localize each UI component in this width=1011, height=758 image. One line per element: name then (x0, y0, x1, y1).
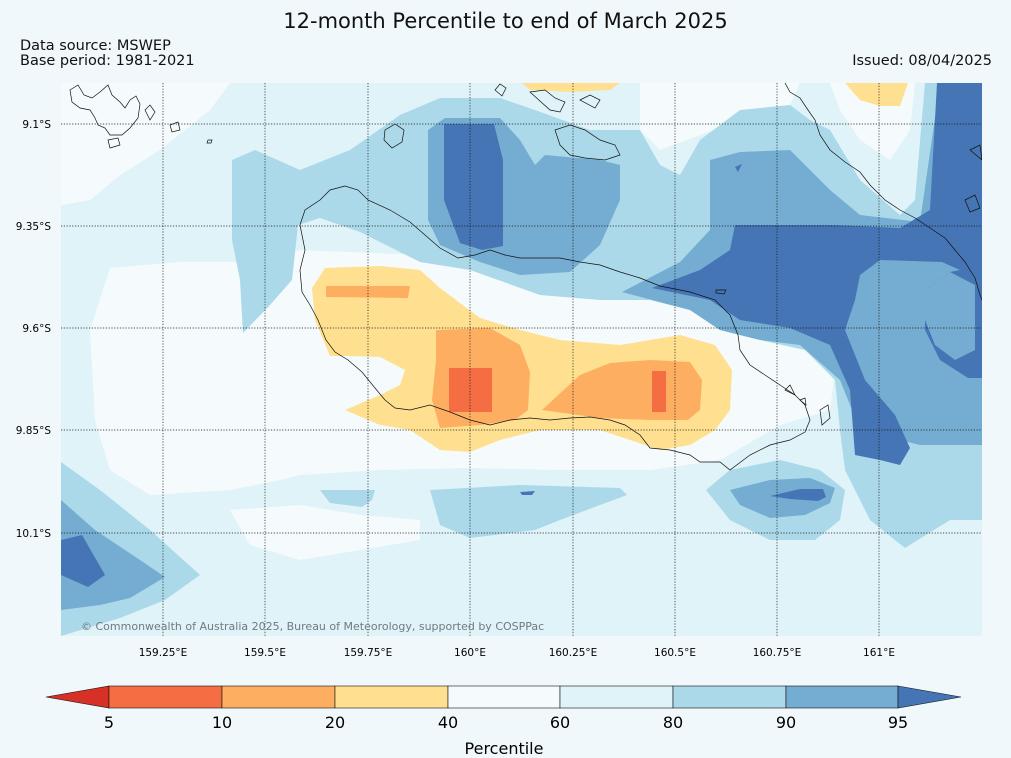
colorbar-ticks: 5 10 20 40 60 80 90 95 (104, 713, 908, 732)
colorbar-tick: 60 (550, 713, 570, 732)
longitude-labels: 159.25°E 159.5°E 159.75°E 160°E 160.25°E… (139, 647, 895, 659)
percentile-fill-10-20 (326, 286, 410, 298)
latitude-labels: 9.1°S 9.35°S 9.6°S 9.85°S 10.1°S (16, 119, 52, 540)
colorbar-extend-high (897, 685, 962, 709)
percentile-fill-90-95 (730, 478, 835, 518)
lon-label: 159.5°E (244, 647, 286, 659)
colorbar-tick: 40 (438, 713, 458, 732)
coastlines (69, 83, 982, 471)
lat-label: 9.85°S (16, 425, 52, 437)
colorbar (45, 685, 962, 709)
lat-label: 9.35°S (16, 221, 52, 233)
percentile-fill-5-10 (652, 371, 666, 412)
colorbar-segment-60-80 (559, 685, 674, 709)
percentile-fill-5-10 (449, 368, 492, 412)
percentile-fill-above-95 (444, 124, 503, 250)
colorbar-segment-20-40 (334, 685, 449, 709)
lon-label: 160°E (454, 647, 486, 659)
copyright-credit: © Commonwealth of Australia 2025, Bureau… (81, 620, 544, 633)
colorbar-tick: 20 (325, 713, 345, 732)
percentile-fill-40-60 (230, 505, 420, 560)
lon-label: 159.25°E (139, 647, 188, 659)
lon-label: 160.5°E (654, 647, 696, 659)
map-panel: © Commonwealth of Australia 2025, Bureau… (61, 83, 982, 636)
colorbar-tick: 5 (104, 713, 114, 732)
colorbar-segment-40-60 (447, 685, 561, 709)
colorbar-segment-90-95 (785, 685, 899, 709)
percentile-fill-above-95 (520, 491, 535, 495)
percentile-fill-80-90 (430, 485, 627, 538)
lat-label: 10.1°S (16, 528, 52, 540)
percentile-fill-40-60 (640, 83, 800, 150)
percentile-fill-40-60 (61, 83, 230, 205)
data-source: Data source: MSWEP (20, 38, 171, 54)
lon-label: 159.75°E (344, 647, 393, 659)
percentile-fill-above-95 (735, 164, 742, 172)
lon-label: 160.25°E (549, 647, 598, 659)
lon-label: 161°E (863, 647, 895, 659)
colorbar-tick: 10 (212, 713, 232, 732)
issued-date: Issued: 08/04/2025 (852, 53, 992, 69)
graticule (61, 83, 982, 636)
colorbar-title: Percentile (465, 739, 544, 758)
percentile-fill-20-40 (845, 83, 908, 106)
colorbar-tick: 90 (776, 713, 796, 732)
lat-label: 9.1°S (22, 119, 51, 131)
lon-label: 160.75°E (753, 647, 802, 659)
colorbar-extend-low (45, 685, 110, 709)
percentile-fill-above-95 (770, 489, 826, 501)
percentile-fill-80-90 (320, 490, 375, 507)
percentile-fill-above-95 (652, 83, 982, 465)
colorbar-segment-10-20 (221, 685, 336, 709)
map-title: 12-month Percentile to end of March 2025 (283, 9, 728, 33)
base-period: Base period: 1981-2021 (20, 53, 195, 69)
colorbar-tick: 80 (663, 713, 683, 732)
percentile-fill-20-40 (522, 83, 620, 92)
colorbar-segment-80-90 (672, 685, 787, 709)
percentile-fill-above-95 (61, 535, 105, 587)
percentile-fill-90-95 (925, 272, 975, 360)
colorbar-segment-5-10 (108, 685, 223, 709)
lat-label: 9.6°S (22, 323, 51, 335)
source-info: Data source: MSWEP Base period: 1981-202… (20, 39, 195, 69)
colorbar-tick: 95 (888, 713, 908, 732)
